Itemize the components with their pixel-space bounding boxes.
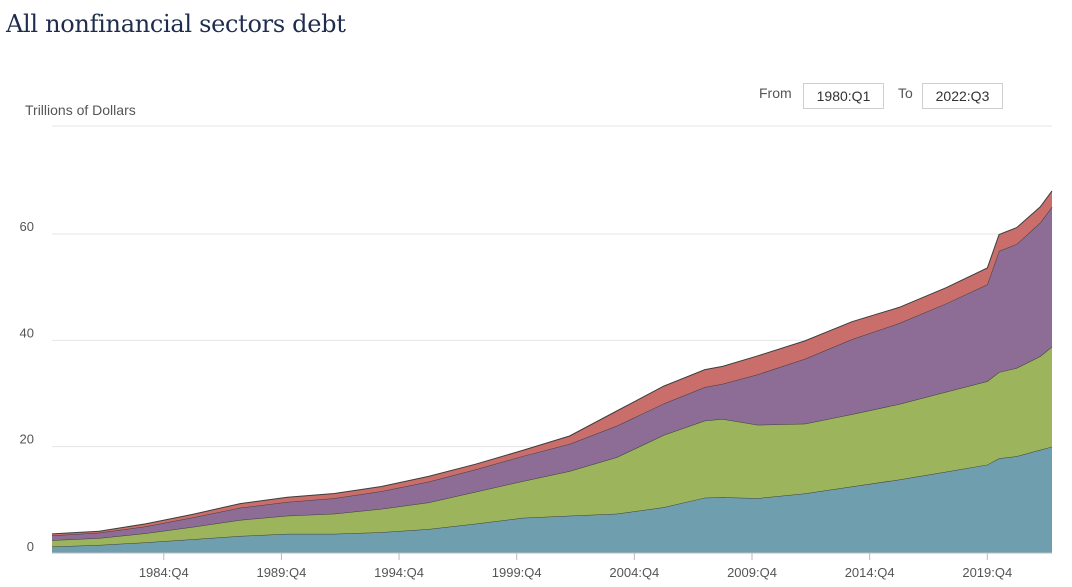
y-axis-title: Trillions of Dollars (25, 102, 136, 118)
series-4-line (51, 190, 1053, 535)
x-tick-label: 2014:Q4 (845, 565, 895, 580)
page-title: All nonfinancial sectors debt (6, 10, 346, 38)
series-2-area (52, 346, 1052, 547)
x-tick-label: 2019:Q4 (962, 565, 1012, 580)
x-tick-label: 1994:Q4 (374, 565, 424, 580)
y-tick-label: 40 (20, 325, 34, 340)
y-tick-label: 20 (20, 432, 34, 447)
x-tick-label: 1989:Q4 (256, 565, 306, 580)
y-tick-label: 60 (20, 219, 34, 234)
from-label: From (759, 85, 792, 101)
x-tick-label: 2009:Q4 (727, 565, 777, 580)
x-tick-label: 1984:Q4 (139, 565, 189, 580)
x-tick-label: 1999:Q4 (492, 565, 542, 580)
from-date-input[interactable]: 1980:Q1 (803, 83, 884, 109)
to-date-input[interactable]: 2022:Q3 (922, 83, 1003, 109)
series-1-area (52, 446, 1052, 553)
to-label: To (898, 85, 913, 101)
x-tick-label: 2004:Q4 (609, 565, 659, 580)
series-3-area (52, 206, 1052, 541)
y-tick-label: 0 (27, 539, 34, 554)
